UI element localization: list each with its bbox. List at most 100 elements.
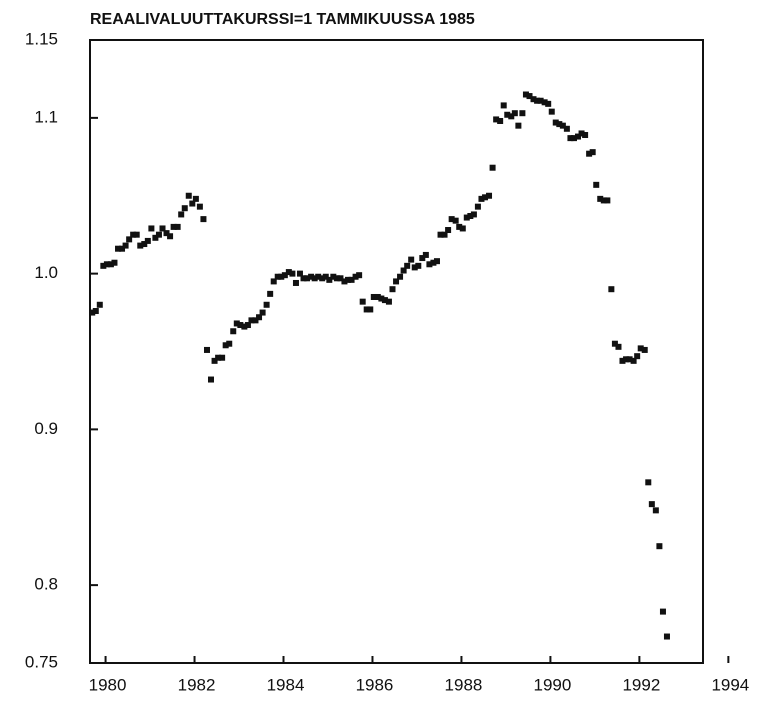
- data-point: [219, 354, 226, 361]
- data-point: [385, 298, 392, 305]
- data-point: [445, 227, 452, 234]
- data-point: [278, 273, 285, 280]
- data-point: [230, 328, 237, 335]
- data-point: [226, 340, 233, 347]
- x-tick-label: 1984: [267, 675, 305, 694]
- data-point: [256, 314, 263, 321]
- data-point: [352, 273, 359, 280]
- data-point: [281, 272, 288, 279]
- y-tick-label: 0.9: [34, 419, 58, 438]
- x-tick-label: 1992: [622, 675, 660, 694]
- data-point: [415, 262, 422, 269]
- data-point: [304, 275, 311, 282]
- data-point: [374, 293, 381, 300]
- data-point: [582, 132, 589, 139]
- data-point: [659, 608, 666, 615]
- data-point: [122, 242, 129, 249]
- data-point: [137, 242, 144, 249]
- data-point: [433, 258, 440, 265]
- data-point: [419, 255, 426, 262]
- data-point: [563, 125, 570, 132]
- y-tick-label: 1.1: [34, 107, 58, 126]
- data-point: [241, 323, 248, 330]
- data-point: [192, 195, 199, 202]
- data-point: [652, 507, 659, 514]
- data-point: [215, 354, 222, 361]
- data-point: [326, 276, 333, 283]
- data-point: [159, 225, 166, 232]
- data-point: [474, 203, 481, 210]
- data-point: [345, 276, 352, 283]
- data-point: [393, 278, 400, 285]
- data-point: [152, 234, 159, 241]
- data-point: [663, 633, 670, 640]
- data-point: [341, 278, 348, 285]
- data-point: [322, 273, 329, 280]
- data-point: [267, 290, 274, 297]
- data-point: [163, 230, 170, 237]
- data-point: [470, 211, 477, 218]
- data-point: [448, 216, 455, 223]
- data-point: [593, 181, 600, 188]
- data-point: [130, 231, 137, 238]
- data-point: [430, 259, 437, 266]
- data-point: [356, 272, 363, 279]
- data-point: [497, 117, 504, 124]
- data-point: [586, 150, 593, 157]
- data-point: [556, 121, 563, 128]
- data-point: [574, 133, 581, 140]
- data-point: [126, 236, 133, 243]
- data-point: [515, 122, 522, 129]
- data-point: [634, 353, 641, 360]
- data-point: [178, 211, 185, 218]
- data-point: [519, 110, 526, 117]
- data-point: [289, 270, 296, 277]
- data-point: [422, 251, 429, 258]
- data-point: [367, 306, 374, 313]
- x-tick-label: 1988: [445, 675, 483, 694]
- data-point: [311, 275, 318, 282]
- data-point: [437, 231, 444, 238]
- data-point: [155, 231, 162, 238]
- data-point: [300, 275, 307, 282]
- data-point: [604, 197, 611, 204]
- data-point: [263, 301, 270, 308]
- data-point: [285, 269, 292, 276]
- data-point: [508, 113, 515, 120]
- data-point: [597, 195, 604, 202]
- data-point: [611, 340, 618, 347]
- data-point: [315, 273, 322, 280]
- data-point: [404, 262, 411, 269]
- data-point: [292, 279, 299, 286]
- data-point: [641, 346, 648, 353]
- data-point: [319, 275, 326, 282]
- data-point: [233, 320, 240, 327]
- data-point: [645, 479, 652, 486]
- data-point: [545, 100, 552, 107]
- data-point: [89, 309, 96, 316]
- data-point: [378, 295, 385, 302]
- data-point: [203, 346, 210, 353]
- data-point: [363, 306, 370, 313]
- x-tick-label: 1980: [89, 675, 127, 694]
- data-point: [630, 357, 637, 364]
- data-point: [589, 149, 596, 156]
- data-point: [133, 231, 140, 238]
- data-point: [333, 275, 340, 282]
- x-tick-label: 1986: [356, 675, 394, 694]
- data-point: [259, 309, 266, 316]
- data-point: [200, 216, 207, 223]
- data-point: [623, 356, 630, 363]
- chart-title: REAALIVALUUTTAKURSSI=1 TAMMIKUUSSA 1985: [90, 11, 475, 28]
- x-tick-label: 1990: [534, 675, 572, 694]
- data-point: [296, 270, 303, 277]
- data-point: [144, 237, 151, 244]
- data-point: [456, 223, 463, 230]
- x-tick-label: 1982: [178, 675, 216, 694]
- data-point: [237, 322, 244, 329]
- data-point: [504, 111, 511, 118]
- data-point: [600, 197, 607, 204]
- data-point: [559, 122, 566, 129]
- data-point: [381, 297, 388, 304]
- data-point: [452, 217, 459, 224]
